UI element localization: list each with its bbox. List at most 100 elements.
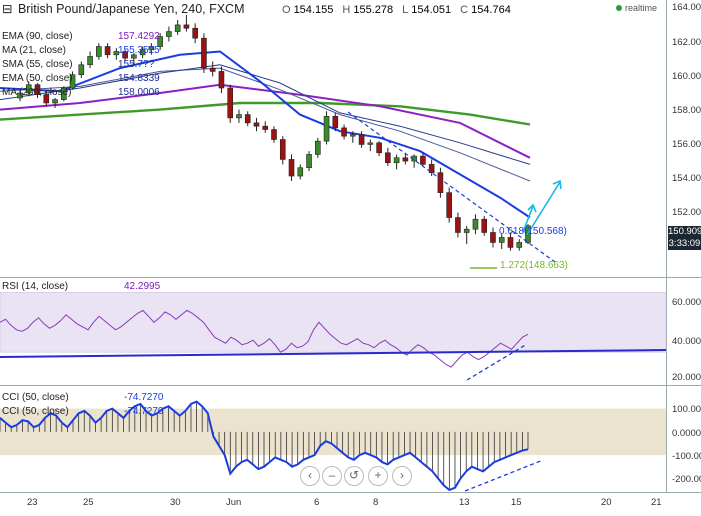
last-price-marker: 150.909 [668, 226, 701, 238]
candle-body [420, 155, 426, 165]
time-tick: 6 [314, 497, 320, 508]
cci-tick: 0.0000 [672, 428, 701, 439]
candle-body [183, 24, 190, 29]
legend-ema90[interactable]: EMA (90, close) 157.4292 [2, 31, 160, 42]
candle-body [314, 140, 321, 155]
legend-ema50[interactable]: EMA (50, close) 154.8339 [2, 73, 160, 84]
legend-ma21[interactable]: MA (21, close) 155.3525 [2, 45, 160, 56]
trendline-resistance [347, 111, 556, 263]
rsi-divergence-line [466, 343, 528, 381]
realtime-indicator: realtime [615, 3, 657, 13]
candle-body [262, 125, 269, 130]
candle-body [236, 114, 242, 119]
legend-ma200[interactable]: MA (200, close) 158.0006 [2, 87, 160, 98]
time-tick: 30 [170, 497, 181, 508]
candle-body [96, 46, 102, 57]
candle-body [323, 115, 330, 142]
candle-body [166, 31, 172, 37]
time-tick: 25 [83, 497, 94, 508]
candle-body [498, 237, 505, 243]
candle-body [148, 46, 155, 51]
rsi-tick: 40.0000 [672, 336, 701, 347]
candle-body [306, 154, 312, 169]
zoom-out-button[interactable]: – [322, 466, 342, 486]
time-tick: 15 [511, 497, 522, 508]
ma200-line [0, 101, 531, 126]
legend-sma55[interactable]: SMA (55, close) 155.7?? [2, 59, 155, 70]
scroll-right-button[interactable]: › [392, 466, 412, 486]
candle-body [192, 27, 198, 39]
candle-body [244, 114, 251, 124]
reset-view-button[interactable]: ↺ [344, 466, 364, 486]
candle-body [472, 218, 479, 230]
scroll-left-button[interactable]: ‹ [300, 466, 320, 486]
zoom-in-button[interactable]: + [368, 466, 388, 486]
candle-body [78, 64, 85, 76]
cci-legend-1[interactable]: CCI (50, close) -74.7270 [2, 392, 164, 403]
cci-band [0, 408, 666, 456]
candle-body [367, 142, 374, 145]
candle-body [139, 49, 146, 56]
candle-body [437, 172, 444, 193]
candle-body [174, 24, 181, 32]
candle-body [455, 217, 461, 233]
candle-body [227, 87, 234, 119]
bar-countdown: 3:33:09 [668, 238, 701, 250]
symbol-title[interactable]: British Pound/Japanese Yen, 240, FXCM [17, 2, 245, 16]
price-tick: 162.000 [672, 37, 701, 48]
cci-tick: -200.0000 [672, 474, 701, 485]
candle-body [332, 115, 339, 129]
candle-body [481, 218, 488, 233]
candle-body [218, 71, 225, 89]
cci-tick: -100.0000 [672, 451, 701, 462]
candle-body [350, 134, 356, 137]
cci-legend-2[interactable]: CCI (50, close) -74.7270 [2, 406, 164, 417]
time-tick: 21 [651, 497, 662, 508]
realtime-dot-icon [615, 5, 622, 11]
candle-body [113, 51, 120, 56]
price-tick: 164.000 [672, 2, 701, 13]
candle-body [52, 99, 58, 104]
projection-arrow [526, 181, 561, 236]
candle-body [43, 94, 50, 104]
time-tick: 13 [459, 497, 470, 508]
candle-body [25, 84, 32, 94]
time-tick: Jun [226, 497, 242, 508]
candle-body [490, 232, 496, 243]
candle-body [279, 139, 286, 160]
candle-body [376, 142, 382, 154]
candle-body [34, 84, 41, 95]
price-tick: 156.000 [672, 139, 701, 150]
candle-body [253, 122, 260, 127]
sma55-line [0, 67, 531, 182]
candle-body [60, 87, 67, 100]
candle-body [87, 56, 93, 66]
candle-body [104, 46, 111, 56]
candle-body [516, 242, 523, 248]
projection-arrowhead [527, 203, 537, 213]
ema90-line [0, 83, 531, 159]
ohlc-readout: O 154.155 H 155.278 L 154.051 C 154.764 [282, 4, 511, 16]
cci-tick: 100.0000 [672, 404, 701, 415]
candle-body [507, 237, 514, 248]
time-tick: 20 [601, 497, 612, 508]
rsi-tick: 20.0000 [672, 372, 701, 383]
candle-body [393, 157, 400, 164]
ma21-line [0, 50, 531, 219]
ema50-line [0, 64, 531, 165]
collapse-icon[interactable]: ⊟ [2, 2, 13, 16]
projection-arrowhead [552, 179, 562, 190]
candle-body [446, 192, 452, 218]
candle-body [463, 228, 470, 233]
time-tick: 23 [27, 497, 38, 508]
candle-body [17, 92, 23, 99]
projection-arrow [522, 205, 534, 233]
candle-body [131, 54, 137, 59]
chart-header: ⊟ British Pound/Japanese Yen, 240, FXCM … [2, 1, 511, 16]
rsi-legend[interactable]: RSI (14, close) 42.2995 [2, 281, 161, 292]
price-tick: 152.000 [672, 207, 701, 218]
rsi-band [0, 292, 667, 353]
price-tick: 160.000 [672, 71, 701, 82]
